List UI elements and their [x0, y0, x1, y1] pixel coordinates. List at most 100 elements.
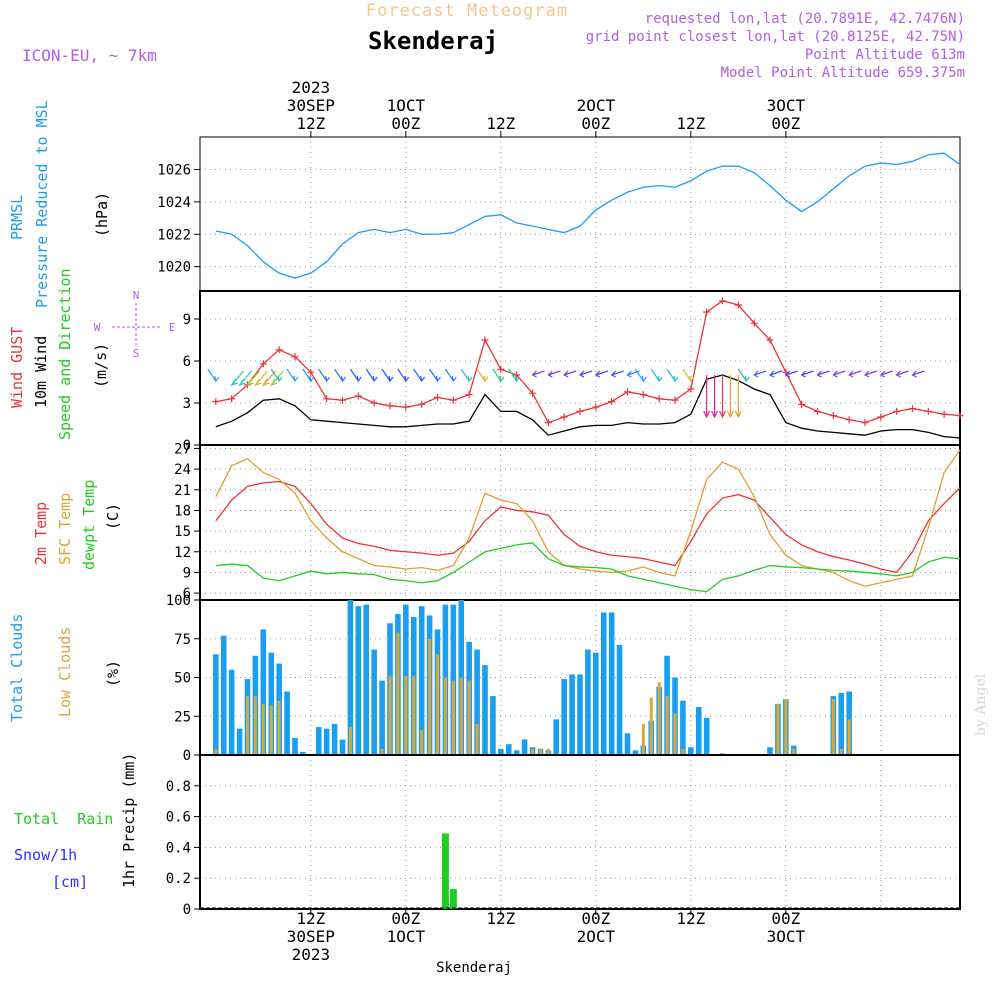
pressure-line — [215, 152, 961, 279]
gust-point — [671, 396, 679, 404]
top-time-label: 2023 — [292, 78, 331, 97]
gust-point — [798, 400, 806, 408]
dewpt-temp-line — [215, 542, 961, 593]
top-time-label: 00Z — [391, 114, 420, 133]
temp2m-label: 2m Temp — [32, 502, 50, 565]
low-cloud-bar — [246, 696, 249, 755]
total-cloud-bar — [616, 644, 623, 755]
low-cloud-bar — [839, 748, 843, 755]
wind-barb — [895, 370, 909, 378]
total-cloud-bar — [521, 739, 528, 755]
compass-rose: N S W E — [94, 289, 176, 360]
top-time-label: 2OCT — [577, 96, 616, 115]
direction-label: Speed and Direction — [56, 268, 74, 440]
pressure-label-2: Pressure Reduced to MSL — [33, 100, 51, 308]
gust-point — [909, 405, 916, 413]
ytick-label: 6 — [183, 586, 191, 602]
sfc-temp-label: SFC Temp — [56, 493, 74, 565]
wind-panel: 0 3 6 9 — [183, 290, 964, 454]
ytick-label: 18 — [174, 503, 191, 519]
gust-point — [212, 398, 220, 406]
total-cloud-bar — [498, 748, 504, 755]
gust-point — [845, 416, 853, 424]
low-cloud-bar — [412, 675, 416, 755]
total-cloud-bar — [220, 635, 227, 755]
bottom-time-label: 12Z — [486, 909, 515, 928]
low-cloud-bar — [475, 724, 479, 755]
low-cloud-bar — [404, 675, 408, 755]
gust-point — [275, 346, 283, 354]
wind-barb — [784, 370, 799, 378]
wind-barb — [703, 375, 711, 419]
gust-point — [544, 419, 552, 427]
wind-barb — [610, 370, 624, 378]
low-cloud-bar — [214, 748, 218, 755]
low-cloud-bar — [396, 632, 400, 755]
total-cloud-bar — [505, 744, 512, 755]
gust-point — [481, 336, 489, 344]
gust-point — [877, 413, 885, 421]
ytick-label: 0 — [183, 438, 191, 454]
top-time-label: 00Z — [771, 114, 800, 133]
ytick-label: 9 — [183, 565, 191, 581]
ytick-label: 15 — [174, 524, 191, 540]
bottom-time-label: 00Z — [391, 909, 420, 928]
ytick-label: 9 — [183, 312, 191, 328]
gust-point — [339, 396, 346, 404]
wind-barb — [261, 370, 276, 387]
low-cloud-bar — [641, 724, 645, 755]
precip-panel: 0 0.2 0.4 0.6 0.8 — [166, 754, 961, 918]
wind-unit: (m/s) — [92, 343, 110, 388]
wind-barb — [238, 370, 253, 387]
total-cloud-bar — [624, 733, 631, 755]
gust-label: Wind GUST — [8, 327, 26, 408]
dewpt-label: dewpt Temp — [80, 480, 98, 570]
ytick-label: 1026 — [157, 162, 191, 178]
low-cloud-bar — [673, 713, 677, 755]
gust-point — [307, 368, 315, 376]
wind-barb — [578, 370, 593, 378]
ytick-label: 27 — [174, 441, 191, 457]
wind-barb — [444, 368, 457, 383]
total-cloud-bar — [292, 737, 298, 755]
total-cloud-bar — [363, 604, 370, 755]
ytick-label: 50 — [174, 671, 191, 687]
rain-bar — [441, 833, 449, 909]
total-cloud-bar — [339, 739, 346, 755]
low-cloud-bar — [443, 677, 447, 755]
wind-barb — [397, 368, 410, 383]
wind-barb — [911, 370, 925, 378]
wind-barb — [286, 368, 299, 383]
low-cloud-bar — [388, 675, 392, 755]
bottom-time-label: 3OCT — [767, 927, 806, 946]
wind-barb — [334, 368, 346, 383]
wind-barb — [246, 370, 260, 387]
total-cloud-bar — [379, 680, 385, 755]
pressure-panel: 1020 1022 1024 1026 — [157, 136, 961, 292]
ytick-label: 21 — [174, 483, 191, 499]
total-cloud-bar — [450, 604, 457, 755]
compass-w: W — [94, 321, 101, 334]
top-time-label: 00Z — [581, 114, 610, 133]
total-cloud-bar — [355, 606, 362, 755]
top-time-label: 12Z — [486, 114, 515, 133]
bottom-time-label: 00Z — [581, 909, 610, 928]
wind-barb — [381, 368, 394, 383]
bottom-time-label: 12Z — [676, 909, 705, 928]
low-clouds-label: Low Clouds — [56, 627, 74, 717]
wind-barb — [429, 368, 441, 383]
bottom-time-label: 00Z — [771, 909, 800, 928]
wind-barb — [270, 368, 283, 383]
precip-unit: 1hr Precip (mm) — [120, 753, 138, 888]
total-cloud-bar — [585, 649, 591, 755]
top-time-label: 1OCT — [387, 96, 426, 115]
wind-barb — [230, 370, 245, 387]
gust-point — [956, 412, 964, 420]
gust-point — [861, 419, 869, 427]
low-cloud-bar — [277, 700, 281, 755]
bottom-time-label: 1OCT — [387, 927, 426, 946]
total-clouds-label: Total Clouds — [8, 614, 26, 722]
gust-point — [940, 410, 948, 418]
low-cloud-bar — [436, 654, 439, 755]
